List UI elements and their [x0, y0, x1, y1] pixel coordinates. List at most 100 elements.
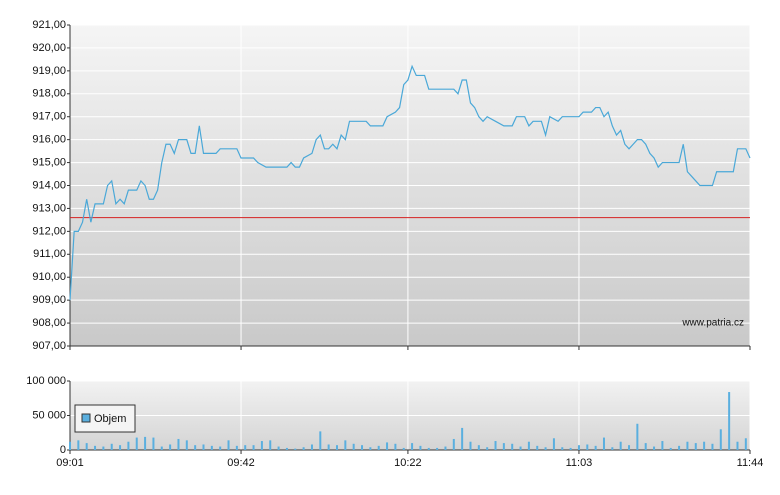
watermark: www.patria.cz [681, 318, 744, 329]
volume-bar [85, 443, 88, 450]
volume-bar [119, 445, 122, 450]
volume-bar [602, 437, 605, 450]
volume-bar [527, 441, 530, 450]
volume-bar [461, 427, 464, 450]
volume-bar [669, 447, 672, 450]
volume-bar [744, 438, 747, 450]
volume-bar [202, 444, 205, 450]
volume-bar [536, 445, 539, 450]
volume-bar [194, 445, 197, 450]
volume-bar [452, 438, 455, 450]
x-tick-label: 11:44 [737, 457, 764, 469]
y-tick-label: 908,00 [32, 317, 66, 329]
volume-bar [394, 443, 397, 450]
volume-bar [319, 431, 322, 450]
y-tick-label: 907,00 [32, 340, 66, 352]
volume-bar [169, 444, 172, 450]
volume-bar [511, 443, 514, 450]
volume-bar [377, 445, 380, 450]
volume-bar [644, 443, 647, 450]
volume-bar [711, 443, 714, 450]
volume-bar [703, 441, 706, 450]
volume-bar [519, 446, 522, 450]
volume-bar [94, 445, 97, 450]
y-tick-label: 919,00 [32, 65, 66, 77]
volume-bar [369, 447, 372, 450]
legend-swatch [81, 413, 91, 423]
y-tick-label: 913,00 [32, 202, 66, 214]
y-tick-label: 911,00 [33, 248, 66, 260]
volume-bar [628, 445, 631, 450]
volume-bar [653, 446, 656, 450]
volume-bar [728, 392, 731, 450]
y-tick-label: 914,00 [32, 179, 66, 191]
volume-bar [160, 446, 163, 450]
volume-bar [144, 436, 147, 450]
y-tick-label: 50 000 [32, 409, 66, 421]
volume-bar [269, 440, 272, 450]
y-tick-label: 0 [60, 444, 66, 456]
volume-bar [260, 441, 263, 450]
volume-bar [152, 437, 155, 450]
volume-bar [352, 443, 355, 450]
volume-bar [177, 438, 180, 450]
volume-bar [444, 446, 447, 450]
volume-bar [486, 447, 489, 450]
legend-label: Objem [94, 413, 126, 425]
y-tick-label: 917,00 [32, 111, 66, 123]
volume-bar [477, 445, 480, 450]
x-tick-label: 09:01 [56, 457, 84, 469]
volume-bar [686, 441, 689, 450]
volume-bar [594, 445, 597, 450]
volume-bar [361, 445, 364, 450]
volume-bar [544, 447, 547, 450]
x-tick-label: 09:42 [227, 457, 255, 469]
volume-bar [552, 438, 555, 450]
volume-bar [661, 441, 664, 450]
volume-bar [235, 445, 238, 450]
volume-bar [611, 447, 614, 450]
volume-bar [294, 448, 297, 450]
volume-bar [302, 447, 305, 450]
volume-bar [185, 440, 188, 450]
volume-bar [469, 441, 472, 450]
y-tick-label: 921,00 [32, 19, 66, 31]
volume-bar [419, 445, 422, 450]
y-tick-label: 912,00 [32, 225, 66, 237]
volume-bar [427, 447, 430, 450]
volume-bar [577, 445, 580, 450]
volume-bar [310, 444, 313, 450]
volume-bar [586, 444, 589, 450]
volume-bar [252, 445, 255, 450]
volume-bar [344, 440, 347, 450]
volume-bar [110, 443, 113, 450]
volume-bar [636, 423, 639, 450]
volume-bar [736, 441, 739, 450]
volume-bar [69, 441, 71, 450]
volume-bar [335, 445, 338, 450]
y-tick-label: 916,00 [32, 134, 66, 146]
volume-bar [127, 441, 130, 450]
volume-bar [561, 447, 564, 450]
volume-bar [244, 445, 247, 450]
volume-bar [678, 445, 681, 450]
y-tick-label: 915,00 [32, 156, 66, 168]
volume-bar [327, 444, 330, 450]
y-tick-label: 100 000 [26, 375, 66, 387]
volume-bar [285, 447, 288, 450]
y-tick-label: 918,00 [32, 88, 66, 100]
volume-bar [436, 447, 439, 450]
volume-bar [227, 440, 230, 450]
x-tick-label: 11:03 [566, 457, 593, 469]
volume-bar [102, 446, 105, 450]
volume-bar [219, 446, 222, 450]
x-tick-label: 10:22 [394, 457, 422, 469]
volume-bar [502, 443, 505, 450]
volume-bar [277, 446, 280, 450]
volume-bar [694, 443, 697, 450]
volume-bar [569, 447, 572, 450]
volume-bar [210, 445, 213, 450]
volume-bar [619, 441, 622, 450]
price-line [69, 64, 751, 301]
